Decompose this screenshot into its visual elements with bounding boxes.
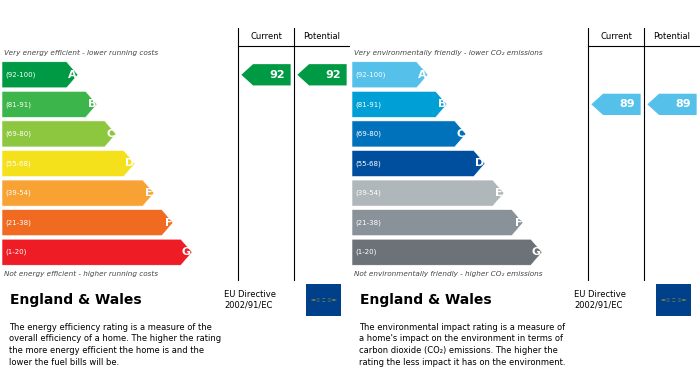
Text: (39-54): (39-54) (355, 190, 381, 196)
Polygon shape (2, 121, 116, 147)
Polygon shape (241, 64, 290, 85)
Text: The energy efficiency rating is a measure of the
overall efficiency of a home. T: The energy efficiency rating is a measur… (8, 323, 221, 367)
Polygon shape (298, 64, 346, 85)
Text: B: B (88, 99, 96, 109)
Text: (92-100): (92-100) (5, 72, 36, 78)
Text: (69-80): (69-80) (355, 131, 381, 137)
Text: England & Wales: England & Wales (10, 293, 142, 307)
Text: E: E (146, 188, 153, 198)
Text: (55-68): (55-68) (5, 160, 31, 167)
Text: (69-80): (69-80) (5, 131, 31, 137)
Text: A: A (69, 70, 77, 80)
Polygon shape (352, 91, 447, 117)
Text: Not energy efficient - higher running costs: Not energy efficient - higher running co… (4, 271, 158, 277)
Text: C: C (457, 129, 465, 139)
Text: D: D (125, 158, 134, 169)
Polygon shape (592, 94, 640, 115)
Polygon shape (352, 180, 504, 206)
Text: E: E (496, 188, 503, 198)
Text: EU Directive
2002/91/EC: EU Directive 2002/91/EC (224, 290, 276, 310)
Text: EU Directive
2002/91/EC: EU Directive 2002/91/EC (574, 290, 626, 310)
Text: Very environmentally friendly - lower CO₂ emissions: Very environmentally friendly - lower CO… (354, 50, 542, 56)
Text: (39-54): (39-54) (5, 190, 31, 196)
Text: B: B (438, 99, 446, 109)
Text: 92: 92 (269, 70, 285, 80)
Text: (21-38): (21-38) (355, 219, 381, 226)
Text: The environmental impact rating is a measure of
a home's impact on the environme: The environmental impact rating is a mea… (358, 323, 566, 367)
Polygon shape (2, 180, 154, 206)
Text: F: F (514, 218, 522, 228)
Text: 89: 89 (675, 99, 691, 109)
Text: Potential: Potential (654, 32, 690, 41)
Text: A: A (419, 70, 427, 80)
Text: Not environmentally friendly - higher CO₂ emissions: Not environmentally friendly - higher CO… (354, 271, 542, 277)
Polygon shape (2, 151, 135, 176)
Text: Potential: Potential (304, 32, 340, 41)
Text: Current: Current (250, 32, 282, 41)
Text: G: G (532, 247, 541, 257)
Text: (1-20): (1-20) (5, 249, 27, 255)
Polygon shape (352, 62, 428, 88)
Text: (81-91): (81-91) (355, 101, 381, 108)
Polygon shape (648, 94, 696, 115)
Text: Current: Current (600, 32, 632, 41)
Polygon shape (2, 91, 97, 117)
Polygon shape (2, 239, 192, 265)
Text: England & Wales: England & Wales (360, 293, 492, 307)
Text: 92: 92 (325, 70, 341, 80)
Text: (21-38): (21-38) (5, 219, 31, 226)
Text: (81-91): (81-91) (5, 101, 31, 108)
Polygon shape (352, 239, 542, 265)
Text: F: F (164, 218, 172, 228)
Bar (657, 284, 692, 316)
Text: (1-20): (1-20) (355, 249, 377, 255)
Text: Very energy efficient - lower running costs: Very energy efficient - lower running co… (4, 50, 158, 56)
Text: Energy Efficiency Rating: Energy Efficiency Rating (8, 7, 181, 20)
Polygon shape (352, 121, 466, 147)
Text: Environmental Impact (CO₂) Rating: Environmental Impact (CO₂) Rating (358, 7, 605, 20)
Text: (55-68): (55-68) (355, 160, 381, 167)
Text: C: C (107, 129, 115, 139)
Text: D: D (475, 158, 484, 169)
Text: 89: 89 (619, 99, 635, 109)
Polygon shape (2, 210, 173, 236)
Bar (307, 284, 342, 316)
Polygon shape (352, 210, 523, 236)
Text: (92-100): (92-100) (355, 72, 386, 78)
Text: G: G (182, 247, 191, 257)
Polygon shape (352, 151, 485, 176)
Polygon shape (2, 62, 78, 88)
